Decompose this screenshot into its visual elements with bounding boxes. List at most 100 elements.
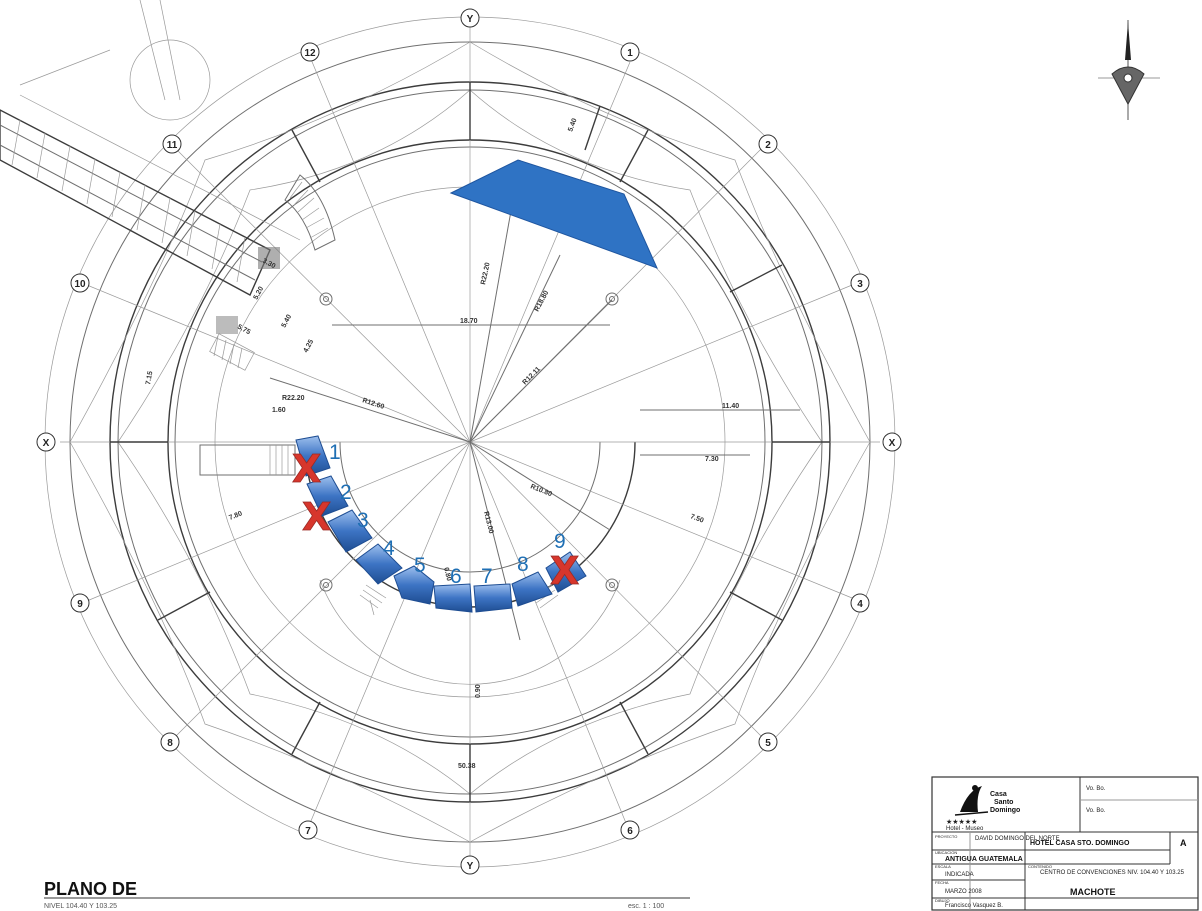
dimension-labels: 5.40 R22.20 R18.80 R12.11 18.70 R22.20 R… <box>145 117 739 770</box>
axis-marker-top: Y <box>460 8 480 28</box>
svg-text:R13.00: R13.00 <box>482 511 494 535</box>
axis-marker-10: 10 <box>70 273 90 293</box>
seat-1 <box>295 435 331 477</box>
north-arrow-icon <box>1098 20 1160 120</box>
seat-number-6: 6 <box>450 565 462 588</box>
axis-marker-4: 4 <box>850 593 870 613</box>
svg-text:11.40: 11.40 <box>722 403 739 410</box>
ubicacion-label: UBICACION <box>935 850 957 855</box>
axis-marker-7: 7 <box>298 820 318 840</box>
plan-subtitle: NIVEL 104.40 Y 103.25 <box>44 903 117 910</box>
axis-marker-8: 8 <box>160 732 180 752</box>
unavailable-marks: X X X <box>292 447 580 594</box>
content-value: CENTRO DE CONVENCIONES NIV. 104.40 Y 103… <box>1040 870 1185 876</box>
seat-9 <box>545 551 587 593</box>
scale-value: INDICADA <box>945 872 974 878</box>
proyecto-label: PROYECTO <box>935 834 957 839</box>
columns <box>319 292 619 592</box>
dibujo-label: DIBUJO <box>935 898 950 903</box>
axis-marker-5: 5 <box>758 732 778 752</box>
seat-number-1: 1 <box>329 441 341 464</box>
svg-text:7: 7 <box>305 826 311 837</box>
logo-stars: ★★★★★ <box>946 818 977 826</box>
svg-text:5: 5 <box>765 738 771 749</box>
seat-4 <box>355 543 403 585</box>
axis-marker-x-right: X <box>882 432 902 452</box>
logo-line-3: Domingo <box>990 807 1020 814</box>
seat-numbers: 1 2 3 4 5 6 7 8 9 <box>329 441 566 588</box>
seat-2 <box>306 475 349 517</box>
radial-axes <box>60 25 880 860</box>
plan-scale: esc. 1 : 100 <box>628 903 664 910</box>
drawn-by: Francisco Vasquez B. <box>945 903 1003 909</box>
seat-6 <box>433 583 473 613</box>
axis-marker-12: 12 <box>300 42 320 62</box>
drawing-name: MACHOTE <box>1070 887 1116 897</box>
wall-ticks <box>110 82 830 802</box>
logo-line-2: Santo <box>994 799 1013 806</box>
axis-marker-9: 9 <box>70 593 90 613</box>
seat-7 <box>473 583 513 613</box>
svg-text:Y: Y <box>467 14 474 25</box>
contenido-label: CONTENIDO <box>1028 864 1052 869</box>
sheet-letter: A <box>1180 838 1187 848</box>
date-value: MARZO 2008 <box>945 889 982 895</box>
plan-title-block: PLANO DE NIVEL 104.40 Y 103.25 esc. 1 : … <box>44 879 690 910</box>
svg-text:6: 6 <box>627 826 633 837</box>
svg-text:1.60: 1.60 <box>272 407 286 414</box>
svg-text:9: 9 <box>77 599 83 610</box>
axis-markers: Y 1 2 3 X 4 5 6 Y 7 8 9 X 10 11 12 <box>36 8 902 875</box>
svg-text:7.50: 7.50 <box>689 513 704 524</box>
svg-text:7.15: 7.15 <box>145 371 154 386</box>
seat-number-4: 4 <box>383 537 395 560</box>
svg-text:8: 8 <box>167 738 173 749</box>
axis-marker-2: 2 <box>758 134 778 154</box>
title-block: Casa Santo Domingo ★★★★★ Hotel - Museo V… <box>931 776 1199 911</box>
svg-text:R18.80: R18.80 <box>534 290 551 313</box>
axis-marker-6: 6 <box>620 820 640 840</box>
svg-text:7.30: 7.30 <box>705 456 719 463</box>
svg-text:7.80: 7.80 <box>228 510 243 522</box>
location: ANTIGUA GUATEMALA <box>945 856 1023 863</box>
project-name: HOTEL CASA STO. DOMINGO <box>1030 840 1130 847</box>
vobo-2: Vo. Bo. <box>1086 808 1106 814</box>
x-mark-seat-1: X <box>292 447 321 491</box>
owner: DAVID DOMINGO DEL NORTE <box>975 836 1060 842</box>
svg-text:12: 12 <box>304 48 316 59</box>
logo-subtitle: Hotel - Museo <box>946 826 984 832</box>
svg-text:5.40: 5.40 <box>281 314 294 329</box>
seat-number-3: 3 <box>357 509 369 532</box>
svg-text:R22.20: R22.20 <box>480 262 492 286</box>
seat-number-8: 8 <box>517 553 529 576</box>
hotel-logo-icon <box>954 785 989 816</box>
svg-text:4.25: 4.25 <box>303 339 316 354</box>
svg-text:18.70: 18.70 <box>460 318 478 325</box>
svg-text:0.80: 0.80 <box>442 567 452 582</box>
axis-marker-3: 3 <box>850 273 870 293</box>
vobo-1: Vo. Bo. <box>1086 786 1106 792</box>
svg-text:11: 11 <box>167 140 178 151</box>
svg-text:X: X <box>889 438 896 449</box>
svg-text:1: 1 <box>627 48 633 59</box>
svg-text:0.90: 0.90 <box>475 684 482 698</box>
axis-marker-y-bottom: Y <box>460 855 480 875</box>
svg-text:R10.80: R10.80 <box>529 483 553 498</box>
seat-number-5: 5 <box>414 554 426 577</box>
seat-number-7: 7 <box>481 565 493 588</box>
fecha-label: FECHA <box>935 880 949 885</box>
x-mark-seat-2: X <box>302 495 331 539</box>
seat-8 <box>511 571 553 607</box>
axis-marker-11: 11 <box>162 134 182 154</box>
corridor <box>0 0 301 334</box>
axis-marker-1: 1 <box>620 42 640 62</box>
seating-arc <box>295 435 587 613</box>
seat-5 <box>393 565 435 605</box>
svg-text:4: 4 <box>857 599 863 610</box>
plan-title: PLANO DE <box>44 879 137 899</box>
svg-text:10: 10 <box>74 279 86 290</box>
svg-text:3: 3 <box>857 279 863 290</box>
svg-text:R22.20: R22.20 <box>282 395 305 402</box>
seat-number-2: 2 <box>340 481 352 504</box>
stage-platform <box>449 159 658 269</box>
